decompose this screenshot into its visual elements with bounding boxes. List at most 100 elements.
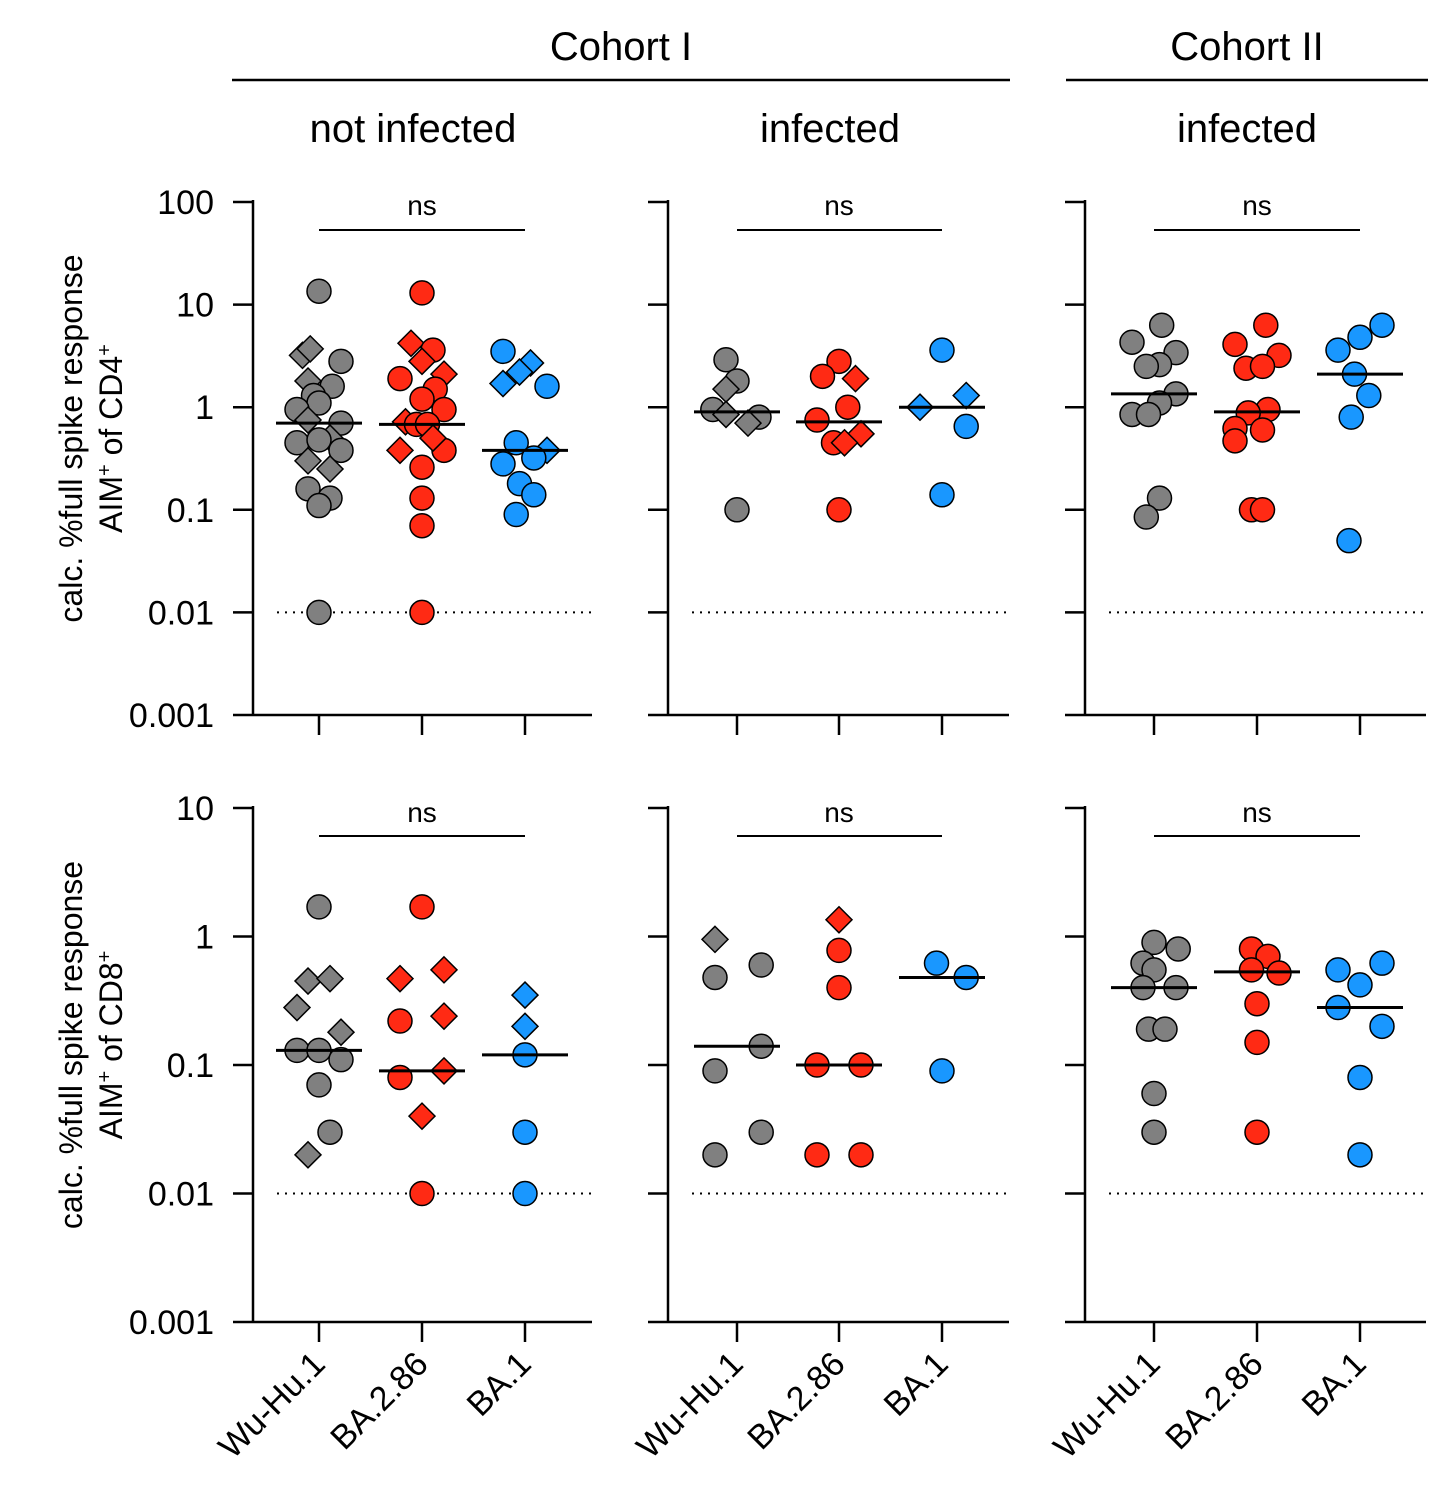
data-point-diamond	[293, 405, 323, 435]
data-point-circle	[1222, 331, 1248, 358]
data-point-circle	[1222, 428, 1248, 454]
data-point-circle	[724, 497, 750, 523]
data-point-circle	[1325, 337, 1351, 363]
data-point-circle	[328, 437, 354, 464]
x-tick-label: Wu-Hu.1	[629, 1345, 750, 1466]
data-point-circle	[387, 1008, 413, 1034]
significance-label: ns	[824, 797, 854, 828]
data-point-circle	[1141, 1080, 1167, 1107]
data-point-circle	[1244, 990, 1270, 1017]
significance-label: ns	[407, 797, 437, 828]
x-tick-label: Wu-Hu.1	[1046, 1345, 1167, 1466]
data-point-circle	[1146, 485, 1173, 511]
data-point-circle	[409, 280, 435, 306]
data-point-circle	[1152, 1016, 1178, 1042]
data-point-circle	[1244, 1029, 1270, 1056]
x-tick-label: BA.2.86	[1158, 1345, 1270, 1457]
label-segment: of CD8	[93, 962, 129, 1070]
y-axis-label-line2: AIM+ of CD8+	[93, 951, 129, 1140]
data-point-circle	[387, 1064, 413, 1091]
data-point-circle	[1369, 1013, 1395, 1040]
data-point-circle	[306, 894, 332, 920]
data-point-circle	[490, 338, 516, 365]
y-tick-label: 0.1	[167, 492, 214, 530]
panel-r2-c3: ns Wu-Hu.1BA.2.86 BA.1	[1046, 797, 1426, 1466]
panel-r1-c1: 0.001 0.01 0.1 1 10 100 ns	[129, 184, 592, 735]
data-point-circle	[503, 501, 529, 528]
cohort-label: Cohort I	[550, 25, 692, 69]
data-point-circle	[929, 337, 955, 363]
y-tick-label: 10	[176, 287, 214, 325]
data-point-diamond	[510, 981, 540, 1010]
data-point-circle	[1369, 312, 1395, 338]
superscript: +	[94, 464, 116, 476]
data-point-circle	[409, 454, 435, 480]
significance-label: ns	[824, 190, 854, 221]
data-point-circle	[306, 492, 332, 519]
significance-label: ns	[1242, 797, 1272, 828]
x-tick-label: Wu-Hu.1	[211, 1345, 332, 1466]
y-axis-label-line2: AIM+ of CD4+	[93, 344, 129, 533]
row-2: calc. %full spike response AIM+ of CD8+ 0.…	[53, 790, 1426, 1466]
data-point-circle	[953, 413, 979, 440]
y-axis-label-line1: calc. %full spike response	[53, 861, 89, 1229]
significance-label: ns	[407, 190, 437, 221]
data-point-circle	[1141, 929, 1167, 956]
data-point-diamond	[700, 925, 730, 954]
data-point-diamond	[830, 428, 859, 457]
data-point-circle	[534, 373, 560, 400]
data-point-circle	[431, 396, 457, 423]
data-point-circle	[512, 1180, 538, 1207]
data-point-circle	[826, 497, 852, 523]
significance-label: ns	[1242, 190, 1272, 221]
label-segment: AIM	[93, 476, 129, 533]
label-segment: AIM	[93, 1082, 129, 1139]
data-point-circle	[409, 599, 435, 626]
data-point-circle	[1347, 972, 1373, 998]
data-point-circle	[929, 1058, 955, 1084]
panel-column-label: infected	[760, 107, 900, 151]
data-point-circle	[1135, 401, 1162, 428]
data-point-circle	[929, 482, 955, 508]
data-point-circle	[1347, 1142, 1373, 1168]
panel-r1-c3: ns	[1065, 190, 1426, 735]
data-point-circle	[1356, 382, 1382, 409]
data-point-circle	[409, 485, 435, 511]
data-point-circle	[1165, 936, 1191, 962]
y-tick-label: 1	[195, 919, 214, 957]
data-point-circle	[490, 451, 516, 477]
data-point-diamond	[385, 964, 415, 993]
data-point-circle	[328, 1046, 354, 1073]
panel-r2-c1: 0.001 0.01 0.1 1 10 ns Wu-Hu.1BA.2.86 BA.1	[129, 790, 592, 1466]
y-tick-label: 100	[157, 184, 214, 222]
row-1: calc. %full spike response AIM+ of CD4+ 0.…	[53, 184, 1426, 735]
data-point-circle	[826, 348, 852, 375]
data-point-diamond	[711, 400, 741, 429]
data-point-diamond	[510, 1012, 540, 1041]
data-point-circle	[1238, 957, 1265, 983]
panel-r1-c2: ns	[648, 190, 1009, 735]
superscript: +	[94, 1071, 116, 1083]
data-point-circle	[702, 1058, 728, 1084]
label-segment: of CD4	[93, 356, 129, 464]
data-point-diamond	[952, 381, 981, 410]
y-tick-label: 0.01	[148, 1176, 214, 1214]
data-point-circle	[503, 430, 529, 456]
panel-column-label: infected	[1177, 107, 1317, 151]
data-point-diamond	[385, 436, 415, 465]
data-point-circle	[1244, 1119, 1270, 1145]
data-point-circle	[409, 1180, 435, 1207]
y-tick-label: 0.1	[167, 1047, 214, 1085]
data-point-circle	[1141, 1119, 1167, 1145]
data-point-diamond	[407, 1102, 437, 1131]
data-point-circle	[306, 427, 332, 453]
data-point-circle	[809, 363, 836, 390]
data-point-circle	[748, 952, 774, 978]
data-point-diamond	[429, 955, 459, 984]
y-axis-label-line1: calc. %full spike response	[53, 254, 89, 622]
data-point-diamond	[429, 1002, 459, 1031]
data-point-circle	[387, 365, 413, 392]
data-point-circle	[1119, 329, 1145, 355]
data-point-diamond	[841, 364, 870, 393]
data-point-circle	[409, 894, 435, 920]
